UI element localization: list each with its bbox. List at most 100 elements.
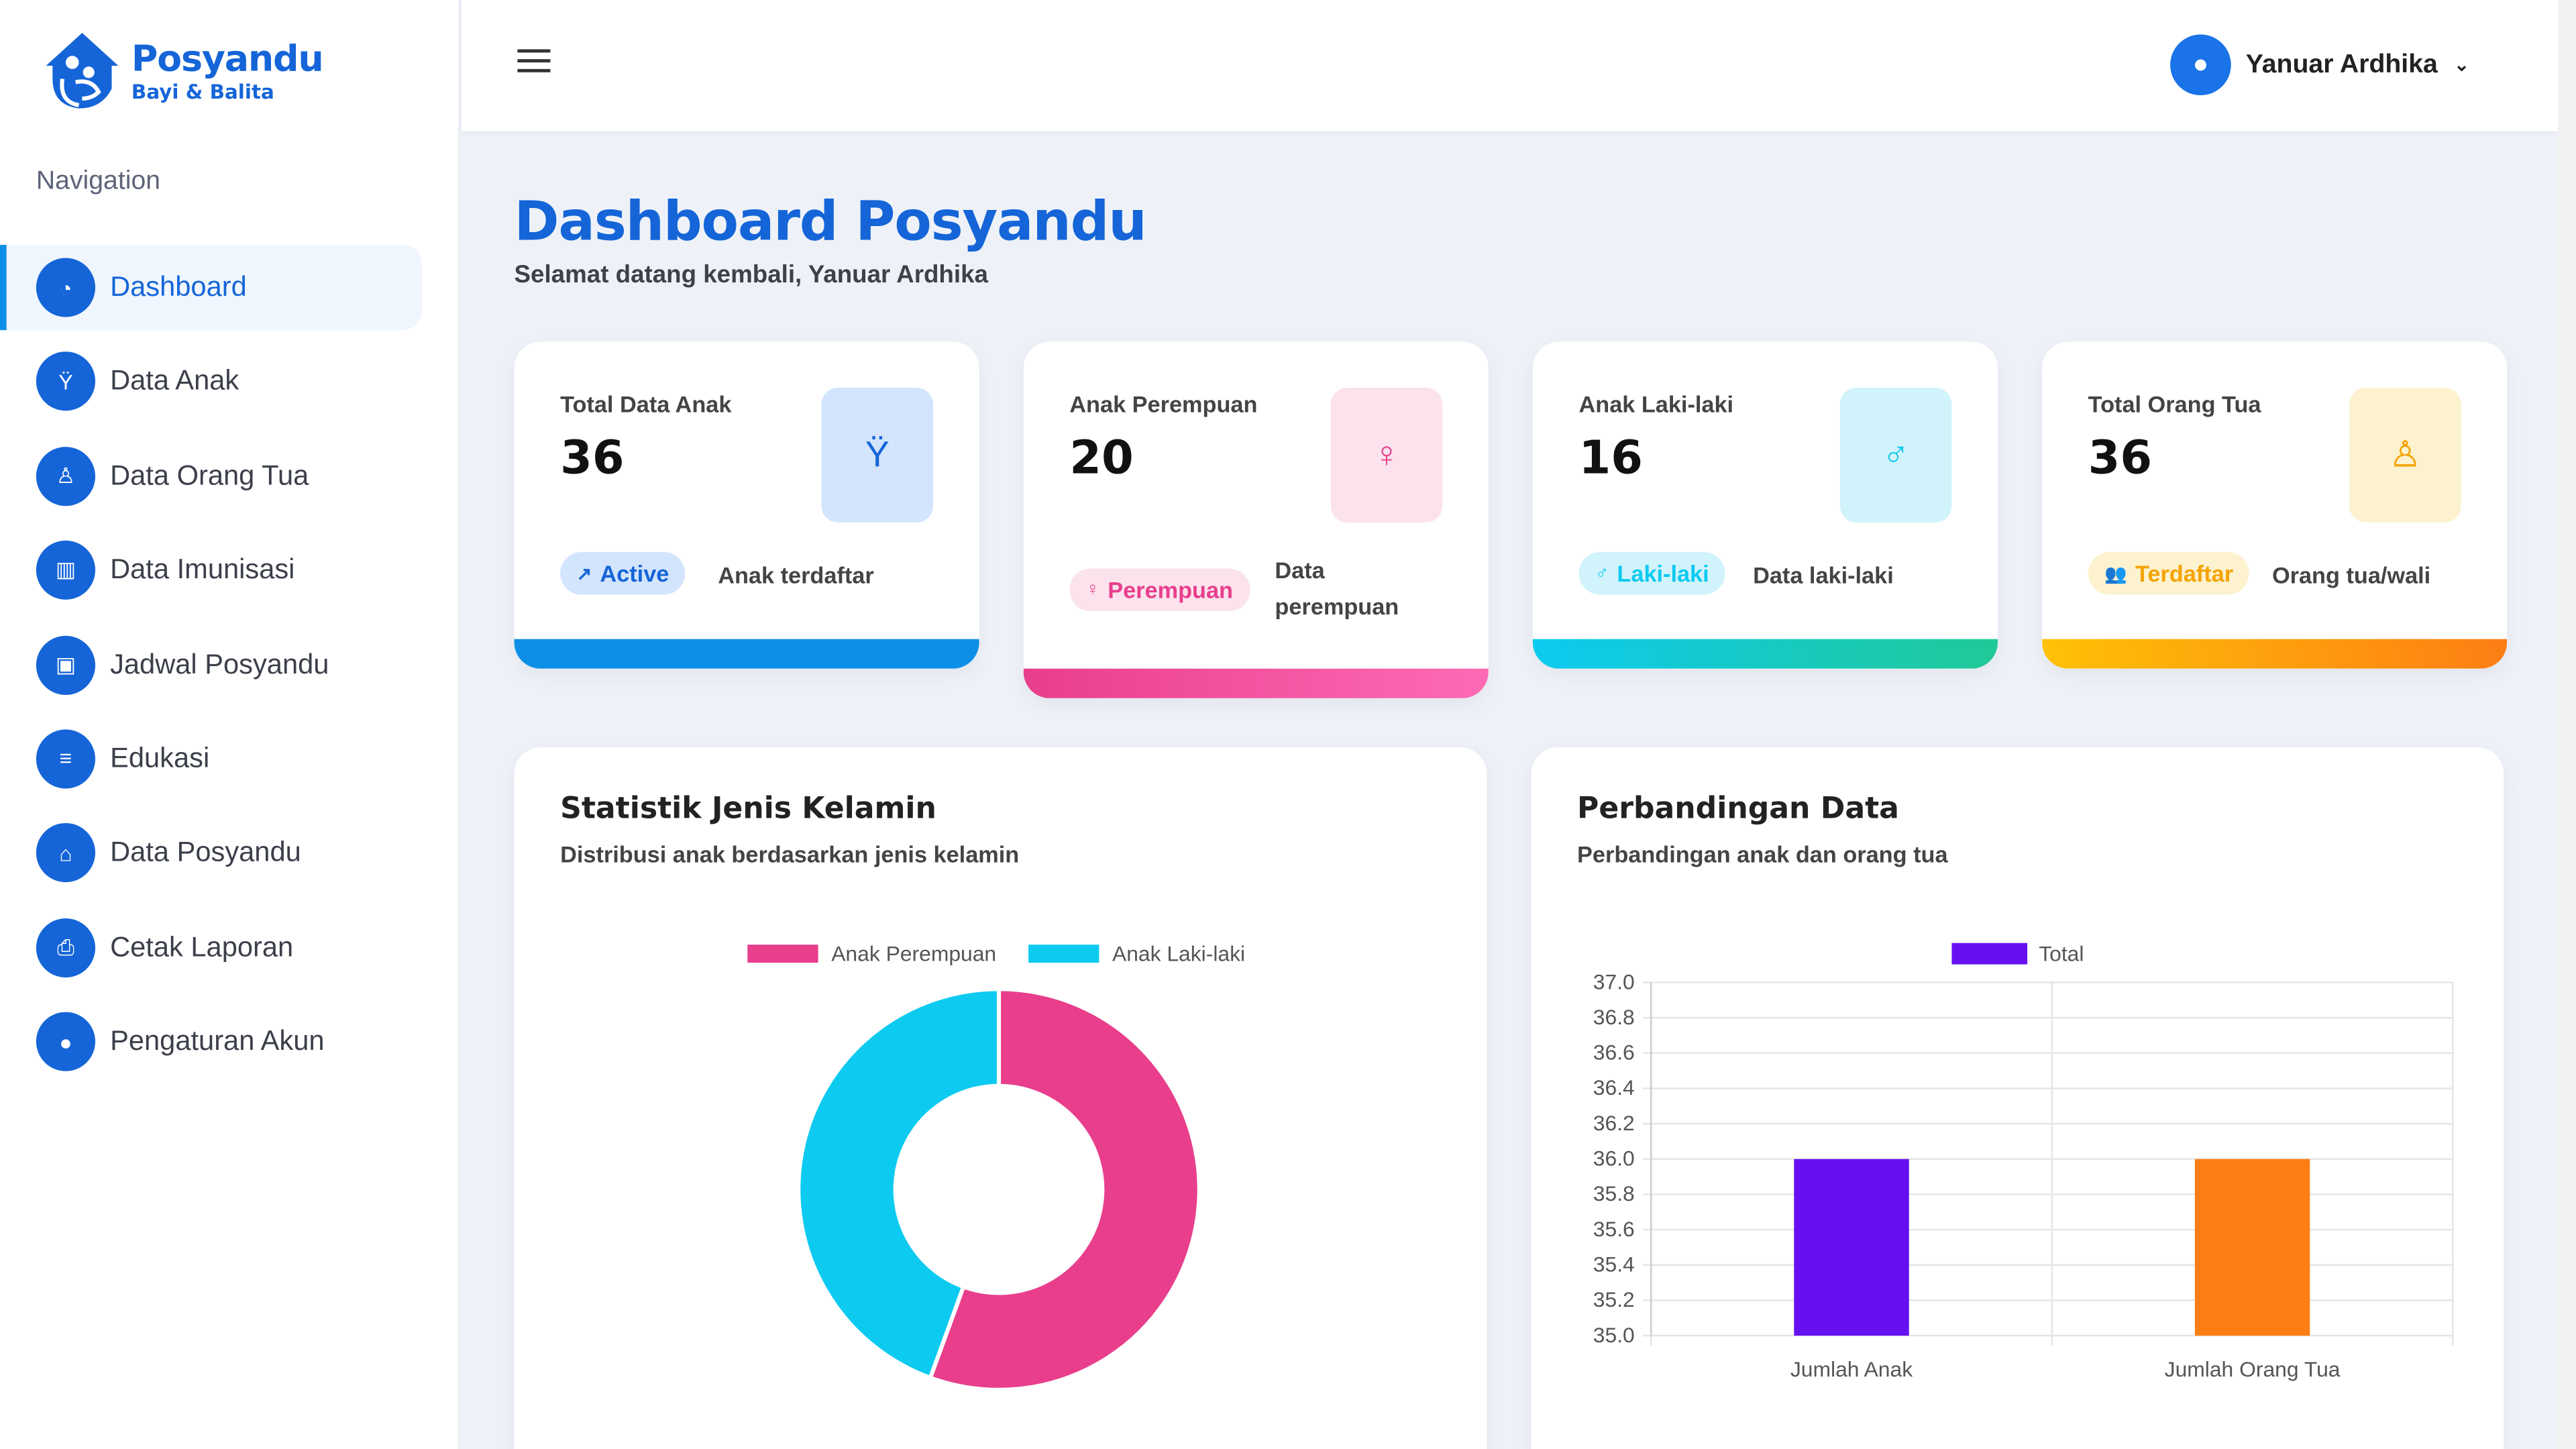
sidebar-item-jadwal-posyandu[interactable]: ▣ Jadwal Posyandu	[0, 622, 422, 707]
stat-card-anak-perempuan: Anak Perempuan 20 ♀ ♀ Perempuan Data pere…	[1023, 341, 1489, 698]
topbar: ● Yanuar Ardhika ⌄	[462, 0, 2559, 131]
y-tick-label: 36.4	[1593, 1075, 1635, 1099]
stat-value: 36	[560, 430, 625, 485]
calendar-icon: ▣	[36, 635, 96, 694]
user-name: Yanuar Ardhika	[2245, 50, 2438, 78]
stat-icon: ♀	[1373, 433, 1401, 475]
stat-description: Orang tua/wali	[2271, 561, 2431, 588]
y-tick-label: 36.2	[1593, 1111, 1635, 1135]
legend-label[interactable]: Total	[2039, 942, 2084, 966]
page-title: Dashboard Posyandu	[514, 189, 1147, 254]
stat-icon-box: ♂	[1839, 387, 1952, 523]
y-tick-label: 36.0	[1593, 1146, 1635, 1171]
gender-chart-panel: Statistik Jenis Kelamin Distribusi anak …	[514, 747, 1487, 1449]
sidebar-item-edukasi[interactable]: ≡ Edukasi	[0, 716, 422, 802]
sidebar-item-data-anak[interactable]: Ÿ Data Anak	[0, 339, 422, 424]
stat-value: 20	[1069, 430, 1134, 485]
panel-title: Statistik Jenis Kelamin	[560, 792, 936, 826]
panel-subtitle: Perbandingan anak dan orang tua	[1577, 841, 1948, 868]
child-icon: Ÿ	[36, 352, 96, 412]
chevron-down-icon: ⌄	[2454, 56, 2469, 76]
sidebar-item-data-posyandu[interactable]: ⌂ Data Posyandu	[0, 810, 422, 896]
nav-menu: ◔ Dashboard Ÿ Data Anak ♙ Data Orang Tua ▥ Data…	[0, 244, 460, 1093]
parent-icon: ♙	[36, 446, 96, 506]
sidebar-item-cetak-laporan[interactable]: ⎙ Cetak Laporan	[0, 905, 422, 990]
sidebar-item-label: Cetak Laporan	[110, 930, 294, 963]
sidebar-item-label: Edukasi	[110, 742, 210, 774]
sidebar-item-label: Data Orang Tua	[110, 460, 309, 491]
badge-icon: ♂	[1595, 564, 1609, 584]
bar-chart: Total 37.0 36.8 36.6 36.4 36.2 36.0 35.8 35.6 35.…	[1593, 942, 2454, 1381]
stat-icon-box: ♙	[2349, 387, 2461, 523]
legend-label[interactable]: Anak Perempuan	[831, 942, 996, 966]
gauge-icon: ◔	[36, 258, 96, 317]
stat-description: Data laki-laki	[1753, 561, 1894, 588]
y-tick-label: 36.6	[1593, 1040, 1635, 1065]
sidebar-item-label: Jadwal Posyandu	[110, 648, 329, 680]
card-accent-bar	[1532, 639, 1998, 669]
sidebar-item-dashboard[interactable]: ◔ Dashboard	[0, 244, 423, 331]
user-menu[interactable]: ● Yanuar Ardhika ⌄	[2170, 34, 2469, 96]
legend-label[interactable]: Anak Laki-laki	[1112, 942, 1245, 966]
sidebar-item-label: Data Posyandu	[110, 837, 301, 868]
stat-value: 16	[1578, 430, 1643, 485]
stat-card-total-orang-tua: Total Orang Tua 36 ♙ 👥 Terdaftar Orang tu…	[2042, 341, 2508, 669]
y-tick-label: 35.0	[1593, 1323, 1635, 1347]
scrollbar[interactable]	[2558, 0, 2576, 1449]
sidebar-item-label: Pengaturan Akun	[110, 1025, 325, 1057]
sidebar-item-pengaturan-akun[interactable]: ● Pengaturan Akun	[0, 999, 422, 1084]
house-family-icon	[46, 32, 119, 109]
y-tick-label: 36.8	[1593, 1005, 1635, 1029]
bar-jumlah-anak[interactable]	[1794, 1159, 1909, 1336]
document-icon: ≡	[36, 729, 96, 789]
y-tick-label: 35.4	[1593, 1252, 1635, 1277]
doughnut-slice-anak-perempuan[interactable]	[927, 987, 1201, 1392]
brand-title: Posyandu	[131, 38, 324, 80]
y-tick-label: 35.8	[1593, 1181, 1635, 1205]
bar-jumlah-orang-tua[interactable]	[2194, 1159, 2310, 1336]
x-tick-label: Jumlah Anak	[1790, 1357, 1913, 1381]
stat-label: Anak Perempuan	[1069, 390, 1258, 418]
badge-label: Active	[600, 560, 669, 587]
legend-swatch	[747, 945, 818, 963]
brand-subtitle: Bayi & Balita	[131, 79, 274, 103]
doughnut-slice-anak-laki-laki[interactable]	[796, 987, 1002, 1381]
status-badge: ♀ Perempuan	[1069, 568, 1250, 612]
stat-description: Data perempuan	[1275, 557, 1399, 620]
logo[interactable]: Posyandu Bayi & Balita	[43, 30, 324, 111]
y-tick-label: 35.6	[1593, 1217, 1635, 1241]
panel-subtitle: Distribusi anak berdasarkan jenis kelami…	[560, 841, 1020, 868]
stat-label: Total Data Anak	[560, 390, 732, 418]
comparison-chart-panel: Perbandingan Data Perbandingan anak dan …	[1531, 747, 2504, 1449]
sidebar-item-label: Dashboard	[110, 271, 247, 303]
legend-swatch	[1028, 945, 1099, 963]
chart-icon: ▥	[36, 541, 96, 600]
card-accent-bar	[1023, 668, 1489, 698]
bag-icon: ⌂	[36, 823, 96, 883]
menu-toggle-icon[interactable]	[517, 49, 551, 75]
stat-icon-box: Ÿ	[821, 387, 934, 523]
status-badge: ♂ Laki-laki	[1578, 551, 1726, 595]
stat-icon: ♂	[1882, 433, 1910, 475]
user-icon: ●	[36, 1012, 96, 1072]
legend-swatch	[1951, 943, 2028, 965]
badge-icon: ↗	[576, 564, 592, 584]
sidebar-item-data-orang-tua[interactable]: ♙ Data Orang Tua	[0, 433, 422, 519]
sidebar: Posyandu Bayi & Balita Navigation ◔ Dashb…	[0, 0, 460, 1449]
printer-icon: ⎙	[36, 918, 96, 977]
y-tick-label: 37.0	[1593, 969, 1635, 994]
nav-heading: Navigation	[36, 167, 161, 196]
stat-label: Total Orang Tua	[2088, 390, 2261, 418]
badge-label: Terdaftar	[2135, 560, 2234, 587]
stat-label: Anak Laki-laki	[1578, 390, 1734, 418]
stat-card-total-data-anak: Total Data Anak 36 Ÿ ↗ Active Anak terdaf…	[514, 341, 979, 669]
y-tick-label: 35.2	[1593, 1287, 1635, 1311]
status-badge: 👥 Terdaftar	[2088, 551, 2250, 595]
badge-label: Perempuan	[1108, 576, 1233, 603]
stat-card-anak-laki-laki: Anak Laki-laki 16 ♂ ♂ Laki-laki Data laki…	[1532, 341, 1998, 669]
badge-icon: 👥	[2104, 564, 2127, 584]
sidebar-item-data-imunisasi[interactable]: ▥ Data Imunisasi	[0, 528, 422, 613]
avatar: ●	[2170, 34, 2231, 96]
stat-icon: Ÿ	[865, 433, 890, 475]
